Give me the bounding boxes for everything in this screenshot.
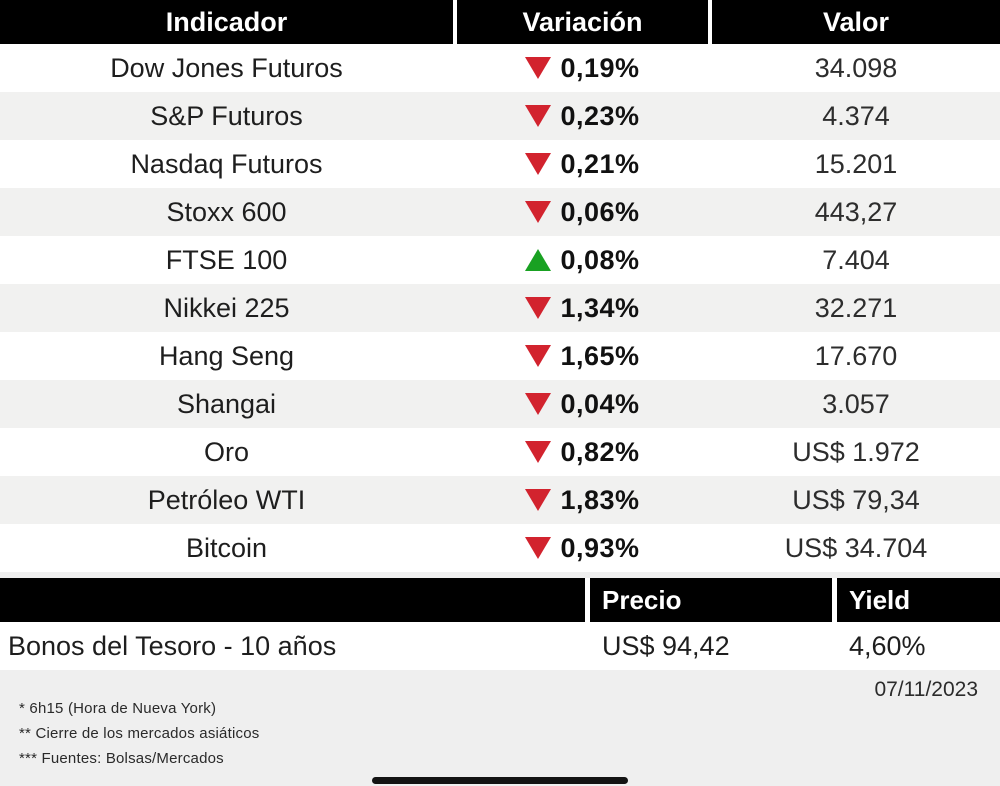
indicator-value: US$ 1.972 bbox=[792, 436, 920, 467]
variation-cell: 0,19% bbox=[457, 44, 708, 92]
main-table-header: Indicador Variación Valor bbox=[0, 0, 1000, 44]
variation-cell: 1,34% bbox=[457, 284, 708, 332]
indicator-value: 34.098 bbox=[814, 52, 898, 83]
variation-cell: 1,83% bbox=[457, 476, 708, 524]
indicator-name: Nasdaq Futuros bbox=[130, 148, 323, 179]
bonds-table-header: Precio Yield bbox=[0, 578, 1000, 622]
variation-cell: 0,82% bbox=[457, 428, 708, 476]
indicator-name: FTSE 100 bbox=[165, 244, 288, 275]
variation-value: 0,23% bbox=[560, 100, 640, 131]
indicator-value: US$ 79,34 bbox=[792, 484, 920, 515]
indicator-value: 15.201 bbox=[814, 148, 898, 179]
table-row-petroleo-wti: Petróleo WTI 1,83% US$ 79,34 bbox=[0, 476, 1000, 524]
column-header-precio: Precio bbox=[590, 578, 832, 622]
footnote-time: * 6h15 (Hora de Nueva York) bbox=[19, 700, 217, 717]
column-divider bbox=[832, 578, 837, 622]
indicator-name: Petróleo WTI bbox=[147, 484, 306, 515]
column-header-valor: Valor bbox=[712, 0, 1000, 44]
variation-cell: 0,04% bbox=[457, 380, 708, 428]
variation-cell: 0,21% bbox=[457, 140, 708, 188]
bond-yield: 4,60% bbox=[849, 630, 926, 661]
indicator-value: 443,27 bbox=[814, 196, 898, 227]
table-row-ftse-100: FTSE 100 0,08% 7.404 bbox=[0, 236, 1000, 284]
variation-value: 0,19% bbox=[560, 52, 640, 83]
table-row-hang-seng: Hang Seng 1,65% 17.670 bbox=[0, 332, 1000, 380]
indicator-value: US$ 34.704 bbox=[784, 532, 928, 563]
table-row-stoxx-600: Stoxx 600 0,06% 443,27 bbox=[0, 188, 1000, 236]
date-label: 07/11/2023 bbox=[874, 678, 978, 701]
footnote-asian-markets: ** Cierre de los mercados asiáticos bbox=[19, 725, 260, 742]
indicator-value: 17.670 bbox=[814, 340, 898, 371]
indicator-value: 4.374 bbox=[822, 100, 890, 131]
indicator-name: Hang Seng bbox=[158, 340, 295, 371]
indicator-value: 7.404 bbox=[822, 244, 890, 275]
variation-cell: 0,93% bbox=[457, 524, 708, 572]
down-triangle-icon bbox=[525, 537, 552, 559]
bond-label: Bonos del Tesoro - 10 años bbox=[8, 630, 337, 661]
variation-value: 0,06% bbox=[560, 196, 640, 227]
column-header-variacion: Variación bbox=[457, 0, 708, 44]
footer: 07/11/2023 * 6h15 (Hora de Nueva York) *… bbox=[0, 670, 1000, 786]
down-triangle-icon bbox=[525, 489, 552, 511]
table-row-oro: Oro 0,82% US$ 1.972 bbox=[0, 428, 1000, 476]
down-triangle-icon bbox=[525, 393, 552, 415]
indicator-name: Shangai bbox=[176, 388, 277, 419]
column-header-yield: Yield bbox=[837, 578, 1000, 622]
variation-value: 1,34% bbox=[560, 292, 640, 323]
up-triangle-icon bbox=[525, 249, 552, 271]
variation-value: 0,82% bbox=[560, 436, 640, 467]
variation-cell: 0,08% bbox=[457, 236, 708, 284]
variation-cell: 0,06% bbox=[457, 188, 708, 236]
indicator-name: Nikkei 225 bbox=[163, 292, 290, 323]
column-divider bbox=[708, 0, 712, 44]
variation-value: 0,21% bbox=[560, 148, 640, 179]
table-row-bitcoin: Bitcoin 0,93% US$ 34.704 bbox=[0, 524, 1000, 572]
down-triangle-icon bbox=[525, 441, 552, 463]
indicator-name: S&P Futuros bbox=[150, 100, 303, 131]
table-row-bonos-tesoro: Bonos del Tesoro - 10 años US$ 94,42 4,6… bbox=[0, 622, 1000, 670]
indicator-name: Dow Jones Futuros bbox=[110, 52, 343, 83]
column-header-empty bbox=[0, 578, 585, 622]
table-row-shangai: Shangai 0,04% 3.057 bbox=[0, 380, 1000, 428]
variation-cell: 0,23% bbox=[457, 92, 708, 140]
indicator-name: Stoxx 600 bbox=[166, 196, 287, 227]
down-triangle-icon bbox=[525, 57, 552, 79]
variation-value: 0,04% bbox=[560, 388, 640, 419]
variation-value: 0,08% bbox=[560, 244, 640, 275]
bond-price: US$ 94,42 bbox=[602, 630, 730, 661]
down-triangle-icon bbox=[525, 345, 552, 367]
column-divider bbox=[585, 578, 590, 622]
indicator-name: Oro bbox=[203, 436, 249, 467]
variation-value: 1,83% bbox=[560, 484, 640, 515]
indicator-name: Bitcoin bbox=[185, 532, 268, 563]
down-triangle-icon bbox=[525, 201, 552, 223]
table-row-nasdaq: Nasdaq Futuros 0,21% 15.201 bbox=[0, 140, 1000, 188]
down-triangle-icon bbox=[525, 105, 552, 127]
table-row-dow-jones: Dow Jones Futuros 0,19% 34.098 bbox=[0, 44, 1000, 92]
indicator-value: 3.057 bbox=[822, 388, 890, 419]
variation-value: 1,65% bbox=[560, 340, 640, 371]
column-divider bbox=[453, 0, 457, 44]
table-row-sp-futuros: S&P Futuros 0,23% 4.374 bbox=[0, 92, 1000, 140]
indicator-value: 32.271 bbox=[814, 292, 898, 323]
variation-cell: 1,65% bbox=[457, 332, 708, 380]
variation-value: 0,93% bbox=[560, 532, 640, 563]
home-indicator-bar bbox=[372, 777, 628, 784]
section-divider bbox=[0, 572, 1000, 578]
down-triangle-icon bbox=[525, 153, 552, 175]
main-table-body: Dow Jones Futuros 0,19% 34.098 S&P Futur… bbox=[0, 44, 1000, 572]
footnote-sources: *** Fuentes: Bolsas/Mercados bbox=[19, 750, 224, 767]
column-header-indicador: Indicador bbox=[0, 0, 453, 44]
down-triangle-icon bbox=[525, 297, 552, 319]
table-row-nikkei-225: Nikkei 225 1,34% 32.271 bbox=[0, 284, 1000, 332]
